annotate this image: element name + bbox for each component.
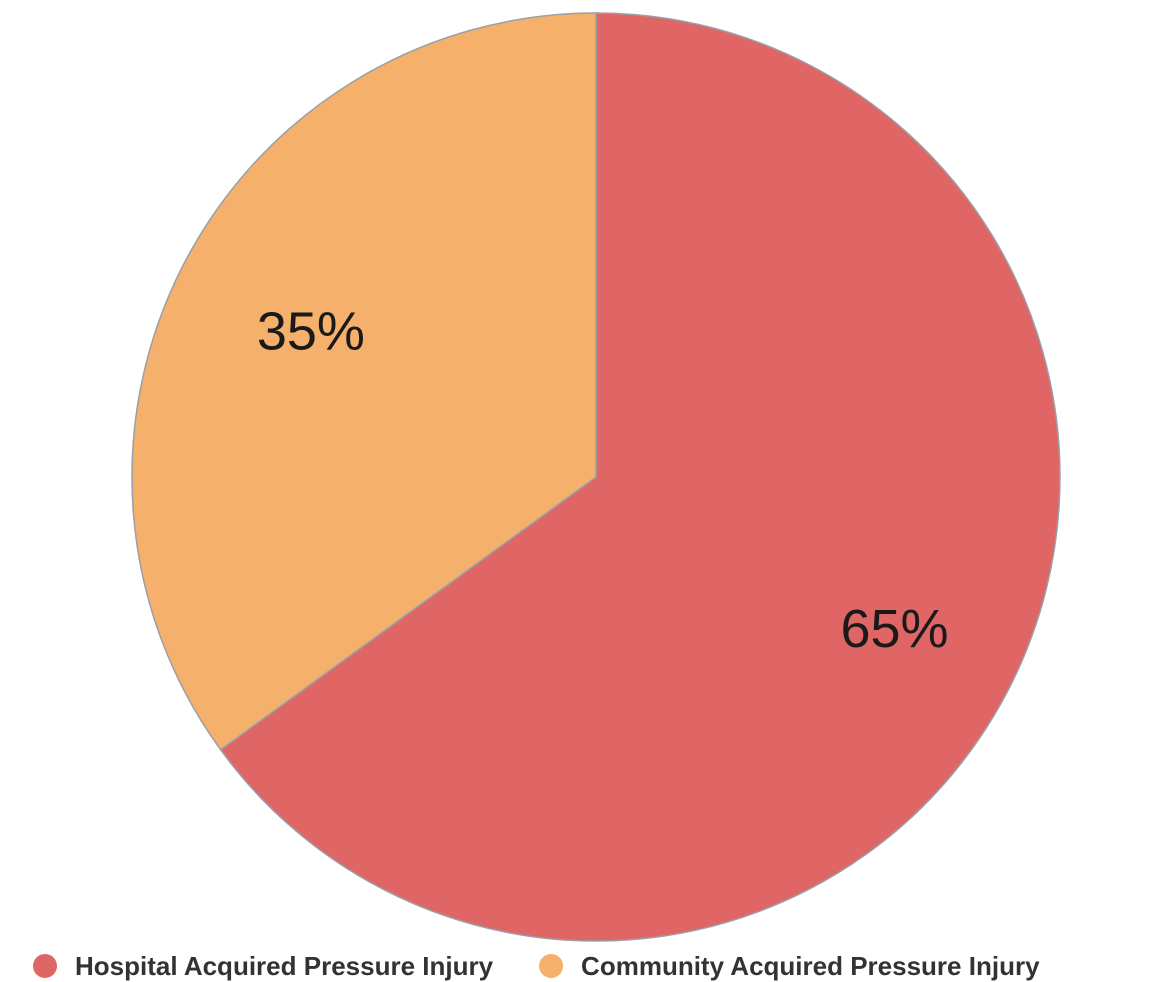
chart-legend: Hospital Acquired Pressure Injury Communi… xyxy=(33,951,1040,981)
legend-label-0: Hospital Acquired Pressure Injury xyxy=(75,951,494,981)
legend-marker-0 xyxy=(33,954,57,978)
pie-slice-labels: 65% 35% xyxy=(257,302,949,659)
slice-data-label-1: 35% xyxy=(257,302,365,362)
legend-marker-1 xyxy=(539,954,564,978)
slice-data-label-0: 65% xyxy=(840,599,948,659)
pie-slice-1 xyxy=(131,12,597,751)
legend-label-1: Community Acquired Pressure Injury xyxy=(581,951,1040,981)
pie-slices xyxy=(131,12,1061,942)
pie-slice-0 xyxy=(219,12,1061,942)
